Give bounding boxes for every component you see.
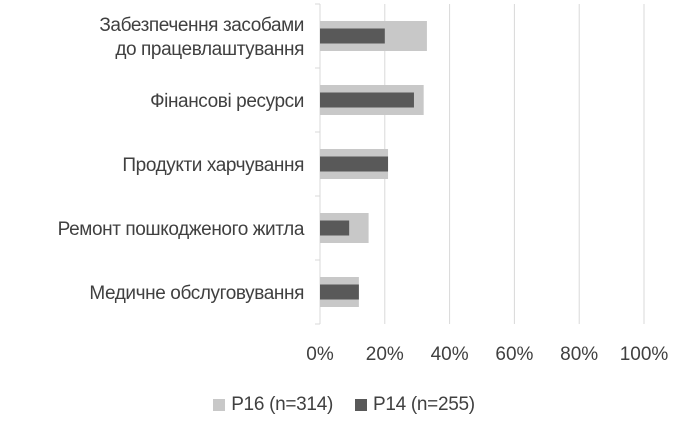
legend: P16 (n=314) P14 (n=255) xyxy=(0,394,688,416)
legend-label-p16: P16 (n=314) xyxy=(231,394,333,415)
x-tick-label: 100% xyxy=(620,344,669,365)
category-labels: Забезпечення засобами до працевлаштування… xyxy=(58,15,306,304)
legend-item-p14: P14 (n=255) xyxy=(355,394,475,416)
category-label-line: Медичне обслуговування xyxy=(89,283,304,304)
category-label-line: Фінансові ресурси xyxy=(150,91,304,112)
gridlines xyxy=(384,4,645,324)
bar-p14 xyxy=(320,284,359,300)
bar-p14 xyxy=(320,220,350,236)
category-label-line: Забезпечення засобами xyxy=(99,15,304,36)
bars xyxy=(320,21,427,307)
legend-label-p14: P14 (n=255) xyxy=(373,394,475,415)
category-label: Медичне обслуговування xyxy=(89,283,304,304)
legend-item-p16: P16 (n=314) xyxy=(213,394,333,416)
legend-swatch-p14 xyxy=(355,399,367,411)
bar-p14 xyxy=(320,156,389,172)
category-label-line: Продукти харчування xyxy=(122,155,304,176)
x-tick-label: 80% xyxy=(560,344,598,365)
x-tick-label: 60% xyxy=(495,344,533,365)
bar-p14 xyxy=(320,28,385,44)
category-label: Забезпечення засобами до працевлаштування xyxy=(99,15,304,60)
x-tick-label: 40% xyxy=(431,344,469,365)
x-tick-label: 0% xyxy=(306,344,334,365)
category-label: Ремонт пошкодженого житла xyxy=(58,219,305,240)
x-tick-labels: 0% 20% 40% 60% 80% 100% xyxy=(306,344,668,365)
category-label-line: Ремонт пошкодженого житла xyxy=(58,219,305,240)
category-axis xyxy=(315,3,321,325)
bar-p14 xyxy=(320,92,414,108)
category-label-line: до працевлаштування xyxy=(115,39,304,60)
x-tick-label: 20% xyxy=(366,344,404,365)
category-label: Фінансові ресурси xyxy=(150,91,304,112)
legend-swatch-p16 xyxy=(213,399,226,411)
category-label: Продукти харчування xyxy=(122,155,304,176)
